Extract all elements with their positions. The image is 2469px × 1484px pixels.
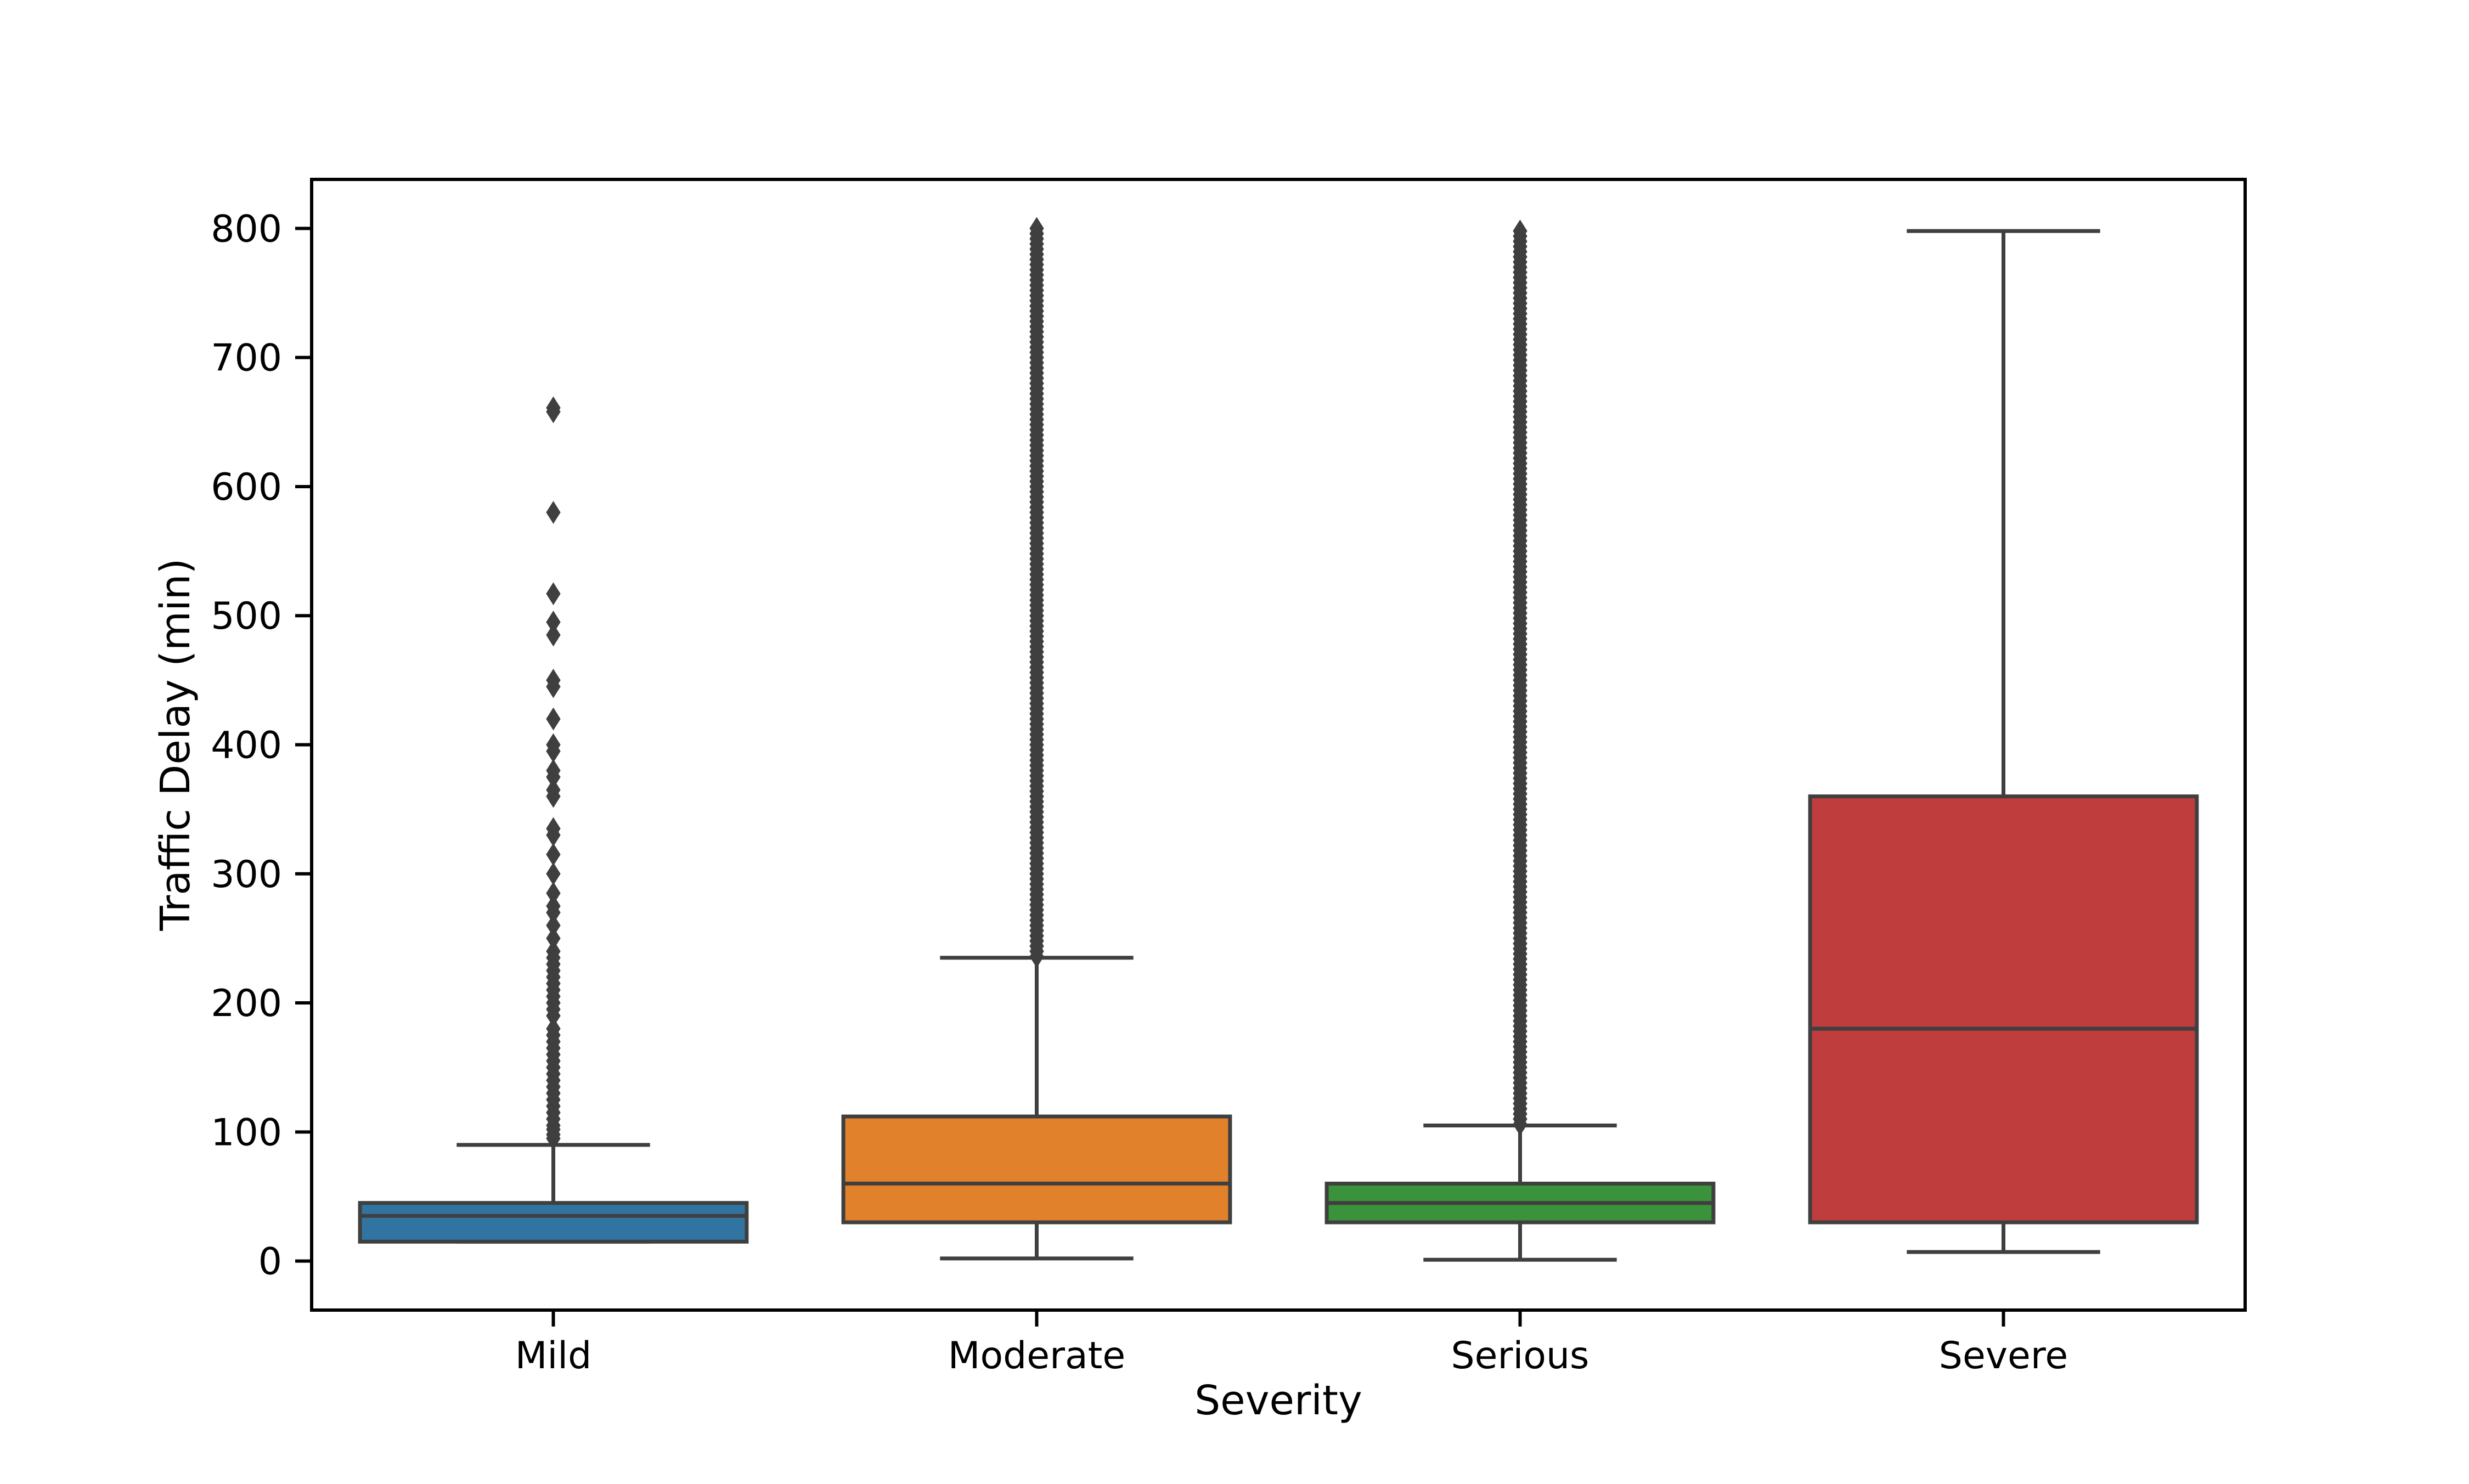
y-tick-label: 700: [211, 337, 282, 380]
outlier-point: [546, 817, 561, 840]
y-tick-label: 500: [211, 595, 282, 638]
outlier-point: [546, 882, 561, 905]
box-iqr: [1808, 794, 2199, 1225]
y-tick-label: 600: [211, 466, 282, 509]
y-tick-label: 200: [211, 982, 282, 1025]
x-tick-label: Moderate: [948, 1334, 1125, 1378]
outlier-point: [546, 582, 561, 606]
outlier-point: [546, 501, 561, 524]
plot-frame: [310, 178, 2247, 1312]
box-iqr: [841, 1114, 1232, 1225]
outlier-point: [546, 862, 561, 885]
x-tick-label: Severe: [1939, 1334, 2068, 1378]
outlier-point: [1029, 217, 1044, 240]
boxes-layer: [358, 217, 2199, 1262]
y-tick-label: 100: [211, 1111, 282, 1154]
outlier-point: [546, 733, 561, 757]
outlier-point: [546, 759, 561, 782]
outlier-point: [546, 623, 561, 647]
outlier-point: [546, 940, 561, 963]
outlier-point: [546, 668, 561, 692]
outlier-point: [546, 1017, 561, 1040]
x-axis-title: Severity: [1194, 1377, 1362, 1424]
box-iqr: [358, 1201, 749, 1244]
box-group-mild: [358, 396, 749, 1244]
x-tick-label: Serious: [1451, 1334, 1589, 1378]
outlier-point: [546, 611, 561, 634]
y-tick-label: 300: [211, 853, 282, 896]
y-tick-label: 800: [211, 207, 282, 251]
outlier-point: [546, 894, 561, 918]
y-tick-label: 400: [211, 724, 282, 768]
x-tick-label: Mild: [515, 1334, 592, 1378]
outlier-point: [546, 707, 561, 731]
outlier-point: [546, 914, 561, 937]
ticks-layer: Mild Moderate Serious Severe 0 100 200 300 400 50…: [211, 207, 2068, 1378]
outlier-point: [546, 843, 561, 866]
outlier-point: [546, 927, 561, 950]
outlier-point: [546, 778, 561, 802]
box-group-moderate: [841, 217, 1232, 1261]
y-tick-label: 0: [258, 1240, 282, 1284]
outlier-point: [1513, 219, 1527, 242]
box-group-severe: [1808, 229, 2199, 1254]
box-group-serious: [1324, 219, 1716, 1262]
y-axis-title: Traffic Delay (min): [152, 558, 199, 932]
outlier-point: [546, 396, 561, 420]
